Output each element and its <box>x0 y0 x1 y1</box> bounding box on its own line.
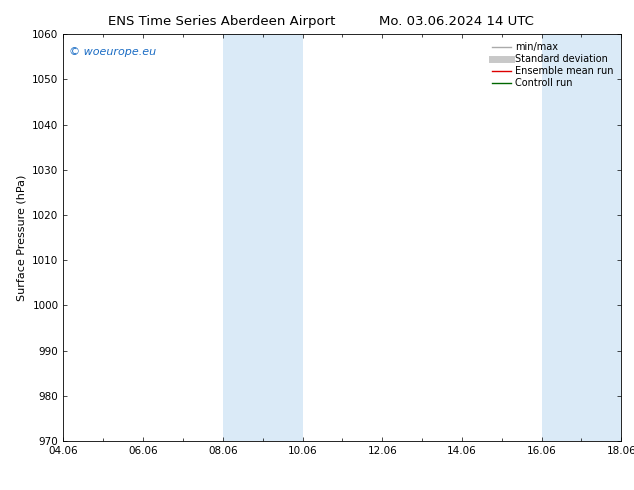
Text: © woeurope.eu: © woeurope.eu <box>69 47 156 56</box>
Text: Mo. 03.06.2024 14 UTC: Mo. 03.06.2024 14 UTC <box>379 15 534 28</box>
Bar <box>541 34 621 441</box>
Bar <box>223 34 302 441</box>
Y-axis label: Surface Pressure (hPa): Surface Pressure (hPa) <box>16 174 27 301</box>
Legend: min/max, Standard deviation, Ensemble mean run, Controll run: min/max, Standard deviation, Ensemble me… <box>489 39 616 91</box>
Text: ENS Time Series Aberdeen Airport: ENS Time Series Aberdeen Airport <box>108 15 335 28</box>
